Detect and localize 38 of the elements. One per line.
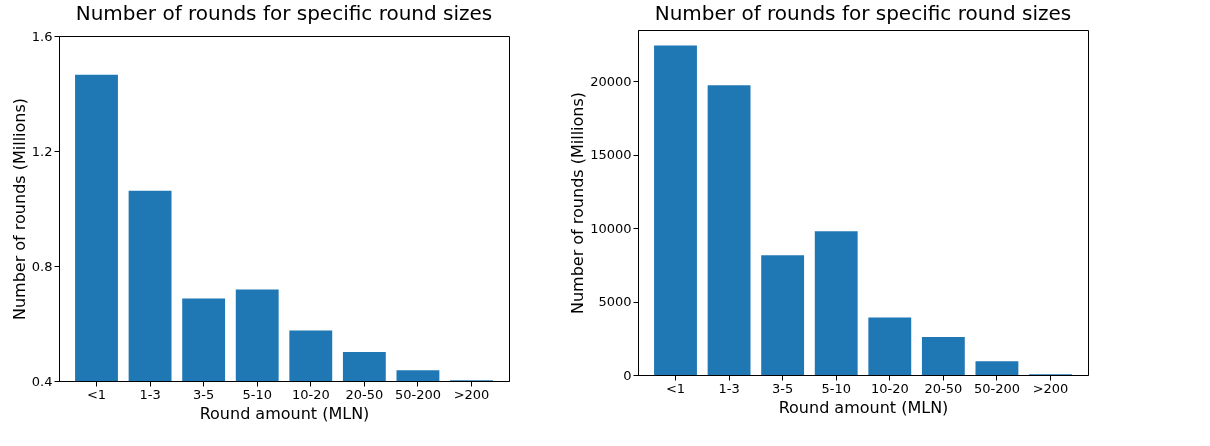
x-tick-label: 50-200 <box>394 386 441 402</box>
x-tick-label: 3-5 <box>193 386 215 402</box>
y-axis-title: Number of rounds (Millions) <box>568 91 588 315</box>
bar <box>814 231 858 375</box>
x-tick-label: 10-20 <box>870 380 909 396</box>
x-tick-label: >200 <box>453 386 490 402</box>
bar <box>921 337 965 375</box>
x-tick-label: 50-200 <box>973 380 1020 396</box>
y-tick-label: 15000 <box>590 147 632 163</box>
x-tick-label: 20-50 <box>345 386 384 402</box>
x-axis-title: Round amount (MLN) <box>778 397 949 417</box>
x-tick-label: <1 <box>665 380 686 396</box>
x-tick-label: 5-10 <box>821 380 851 396</box>
x-tick-label: <1 <box>86 386 107 402</box>
bar <box>654 45 697 375</box>
x-tick-label: 10-20 <box>291 386 330 402</box>
y-tick-label: 0.4 <box>31 373 53 389</box>
x-tick-label: 1-3 <box>139 386 161 402</box>
chart-title: Number of rounds for specific round sizes <box>75 1 493 25</box>
y-tick-label: 0.8 <box>31 258 53 274</box>
y-tick-label: 20000 <box>590 73 632 89</box>
y-tick-label: 10000 <box>590 220 632 236</box>
y-tick-label: 5000 <box>598 294 632 310</box>
chart-title: Number of rounds for specific round sizes <box>654 1 1072 25</box>
x-tick-label: 5-10 <box>242 386 272 402</box>
bar <box>975 361 1019 375</box>
bar <box>707 85 751 375</box>
x-axis-title: Round amount (MLN) <box>199 403 370 423</box>
x-tick-label: >200 <box>1032 380 1069 396</box>
bar <box>868 317 912 375</box>
y-tick-label: 1.6 <box>31 28 53 44</box>
y-tick-label: 1.2 <box>31 143 53 159</box>
x-tick-label: 3-5 <box>772 380 794 396</box>
bar <box>761 255 805 375</box>
y-axis-title: Number of rounds (Millions) <box>9 97 29 321</box>
x-tick-label: 20-50 <box>924 380 963 396</box>
x-tick-label: 1-3 <box>718 380 740 396</box>
y-tick-label: 0 <box>623 367 632 383</box>
